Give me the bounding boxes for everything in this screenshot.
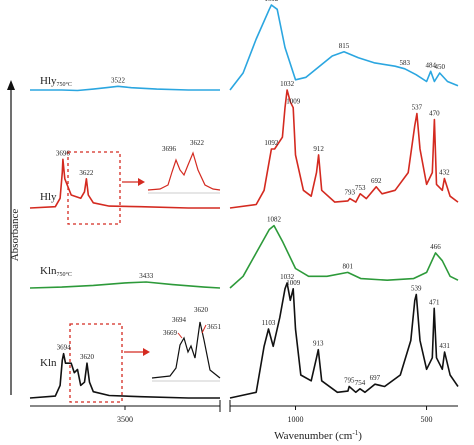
kln-inset-label-3620: 3620 [194,306,209,314]
peak-label-right-2-801: 801 [342,262,353,270]
peak-label-right-2-466: 466 [430,243,441,251]
peak-label-right-3-697: 697 [370,374,381,382]
row-label-kln750: Kln750°C [40,265,72,278]
peak-label-right-3-431: 431 [439,342,450,350]
peak-label-right-2-1082: 1082 [267,216,282,224]
y-axis-arrowhead [7,80,15,90]
peak-label-right-1-1032: 1032 [280,80,295,88]
hly-inset: 3696 3622 [147,139,221,194]
series-line-right-3 [229,282,459,399]
series-line-right-2 [229,224,459,289]
kln-inset-label-3694: 3694 [172,316,187,324]
peak-label-right-0-450: 450 [434,63,445,71]
peak-label-right-0-1092: 1092 [264,0,279,3]
peak-label-right-1-432: 432 [439,169,450,177]
peak-label-right-3-1009: 1009 [286,279,301,287]
peak-label-right-3-795: 795 [344,377,355,385]
peak-label-left-1-3622: 3622 [79,169,94,177]
peak-label-right-3-539: 539 [411,285,422,293]
hly-inset-label-3622: 3622 [190,139,205,147]
row-label-hly: Hly [40,191,57,203]
peak-label-right-3-1032: 1032 [280,273,295,281]
peak-label-right-3-1103: 1103 [262,319,276,327]
peak-label-left-0-3522: 3522 [111,76,126,84]
peak-label-right-1-1009: 1009 [286,98,301,106]
series-line-left-0 [30,85,220,92]
hly-inset-label-3696: 3696 [162,145,177,153]
y-axis: Absorbance [7,80,21,395]
kln-inset-label-3651: 3651 [207,323,222,331]
x-axis-title: Wavenumber (cm-1) [274,429,362,442]
peak-label-right-0-815: 815 [339,42,350,50]
kln-inset: 3694 3669 3651 3620 [151,306,222,382]
peak-label-right-1-912: 912 [313,145,324,153]
chart-marks: 3522 3696 3622 3433 3694 3620 3500 1092 815 583 48… [29,0,459,424]
series-line-left-1 [29,158,220,209]
peak-label-right-3-913: 913 [313,340,324,348]
peak-label-right-3-754: 754 [355,379,366,387]
x-tick-label-500: 500 [421,415,433,424]
kln-zoom-box [69,323,123,403]
hly-zoom-box [67,151,121,225]
row-label-hly750: Hly750°C [40,75,72,88]
row-labels: Hly750°C Hly Kln750°C Kln [40,75,72,369]
hly-inset-curve [147,151,221,191]
kln-zoom-arrowhead [143,348,150,356]
peak-label-right-3-471: 471 [429,298,440,306]
peak-label-right-1-470: 470 [429,110,440,118]
peak-label-right-1-1092: 1092 [264,139,279,147]
right-panel-axis [229,400,458,412]
peak-label-right-0-583: 583 [400,59,411,67]
x-tick-label-3500: 3500 [117,415,133,424]
peak-label-left-1-3696: 3696 [56,149,71,157]
kln-inset-label-3669: 3669 [163,329,178,337]
peak-label-right-1-537: 537 [412,104,423,112]
peak-label-left-3-3694: 3694 [57,344,72,352]
series-line-right-0 [229,4,459,91]
peak-label-right-1-692: 692 [371,177,382,185]
series-line-left-3 [29,352,220,399]
hly-zoom-arrowhead [138,178,145,186]
peak-label-right-1-753: 753 [355,184,366,192]
peak-label-left-2-3433: 3433 [139,272,154,280]
series-line-left-2 [29,281,221,289]
x-tick-label-1000: 1000 [288,415,304,424]
series-line-right-1 [229,89,459,209]
row-label-kln: Kln [40,357,57,369]
kln-inset-curve [151,321,221,379]
peak-label-right-0-484: 484 [425,61,436,69]
peak-label-left-3-3620: 3620 [80,353,95,361]
y-axis-title: Absorbance [9,209,21,262]
peak-label-right-1-793: 793 [345,189,356,197]
